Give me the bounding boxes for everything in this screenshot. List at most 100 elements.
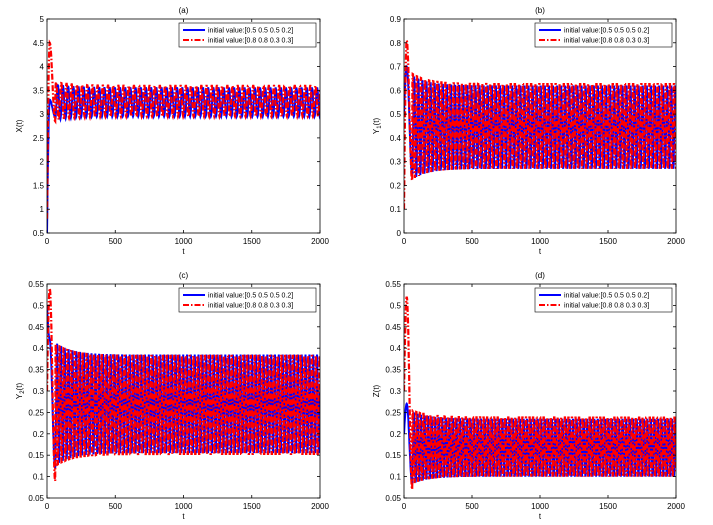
legend-box <box>534 22 673 48</box>
y-axis-label-main: Y <box>372 128 381 134</box>
y-tick-label: 0.4 <box>33 344 45 353</box>
legend-label-1: initial value:[0.5 0.5 0.5 0.2] <box>564 28 649 35</box>
y-tick-label: 0.1 <box>390 473 402 482</box>
legend: initial value:[0.5 0.5 0.5 0.2] initial v… <box>178 287 317 313</box>
x-tick-label: 1000 <box>531 237 549 246</box>
y-tick-label: 0.4 <box>390 134 402 143</box>
y-tick-label: 0.25 <box>385 408 401 417</box>
y-tick-label: 0.55 <box>28 280 44 289</box>
chart-panel-4: 0 500 1000 1500 2000 0.05 0.1 0.15 0.2 0.25 0.3 0.3… <box>372 271 685 521</box>
x-tick-label: 0 <box>402 237 407 246</box>
x-tick-label: 1000 <box>531 502 549 511</box>
series-line-2 <box>47 288 320 482</box>
y-tick-label: 0.45 <box>385 323 401 332</box>
x-tick-label: 1000 <box>175 237 193 246</box>
series-line-2 <box>404 40 676 210</box>
y-tick-label: 0 <box>397 229 402 238</box>
y-tick-label: 0.4 <box>390 344 402 353</box>
x-axis-label: t <box>182 512 185 521</box>
legend-label-2: initial value:[0.8 0.8 0.3 0.3] <box>208 303 293 310</box>
y-tick-label: 4.5 <box>33 39 45 48</box>
y-tick-label: 3 <box>40 110 45 119</box>
x-tick-label: 1000 <box>175 502 193 511</box>
x-tick-label: 1500 <box>599 502 617 511</box>
y-axis-label-main: Y <box>15 393 24 399</box>
x-tick-label: 1500 <box>243 237 261 246</box>
y-axis-label-tail: (t) <box>15 383 24 391</box>
legend: initial value:[0.5 0.5 0.5 0.2] initial v… <box>534 22 673 48</box>
y-tick-label: 5 <box>40 15 45 24</box>
x-tick-label: 500 <box>109 502 123 511</box>
y-tick-label: 4 <box>40 63 45 72</box>
y-tick-label: 0.35 <box>28 366 44 375</box>
series-line-1 <box>47 305 320 469</box>
y-axis-label: X(t) <box>15 119 24 132</box>
legend-label-2: initial value:[0.8 0.8 0.3 0.3] <box>564 303 649 310</box>
y-tick-label: 0.35 <box>385 366 401 375</box>
x-tick-label: 500 <box>465 237 479 246</box>
legend: initial value:[0.5 0.5 0.5 0.2] initial v… <box>534 287 673 313</box>
y-axis-label-tail: (t) <box>372 118 381 126</box>
x-tick-label: 1500 <box>599 237 617 246</box>
y-tick-label: 0.8 <box>390 39 402 48</box>
chart-title: (d) <box>535 271 545 280</box>
y-tick-label: 0.7 <box>390 63 402 72</box>
y-axis-label: Z(t) <box>372 384 381 397</box>
y-axis-label: Y1(t) <box>372 118 383 135</box>
x-tick-label: 0 <box>45 502 50 511</box>
x-tick-label: 0 <box>45 237 50 246</box>
y-tick-label: 0.2 <box>33 430 45 439</box>
y-tick-label: 0.05 <box>28 494 44 503</box>
y-tick-label: 0.5 <box>33 301 45 310</box>
x-axis-label: t <box>539 247 542 256</box>
y-tick-label: 0.2 <box>390 430 402 439</box>
legend-box <box>178 287 317 313</box>
x-tick-label: 2000 <box>311 237 329 246</box>
y-tick-label: 0.55 <box>385 280 401 289</box>
y-tick-label: 0.45 <box>28 323 44 332</box>
y-tick-label: 3.5 <box>33 86 45 95</box>
y-tick-label: 0.15 <box>385 451 401 460</box>
y-tick-label: 0.1 <box>33 473 45 482</box>
y-tick-label: 1 <box>40 205 45 214</box>
x-tick-label: 500 <box>109 237 123 246</box>
x-tick-label: 2000 <box>667 502 685 511</box>
y-tick-label: 0.5 <box>390 301 402 310</box>
y-axis-label-sub: 1 <box>377 125 383 129</box>
x-tick-label: 2000 <box>311 502 329 511</box>
y-tick-label: 0.9 <box>390 15 402 24</box>
y-tick-label: 0.05 <box>385 494 401 503</box>
chart-title: (c) <box>179 271 189 280</box>
plot-area <box>47 19 320 233</box>
y-tick-label: 0.6 <box>390 86 402 95</box>
legend-label-2: initial value:[0.8 0.8 0.3 0.3] <box>564 38 649 45</box>
legend-box <box>534 287 673 313</box>
legend-label-1: initial value:[0.5 0.5 0.5 0.2] <box>564 293 649 300</box>
x-tick-label: 2000 <box>667 237 685 246</box>
chart-title: (a) <box>179 6 189 15</box>
y-axis-label-sub: 2 <box>20 390 26 394</box>
y-tick-label: 1.5 <box>33 181 45 190</box>
chart-panel-2: 0 500 1000 1500 2000 0 0.1 0.2 0.3 0.4 0.5 0.6 0.7 0.… <box>372 6 685 256</box>
legend-label-1: initial value:[0.5 0.5 0.5 0.2] <box>208 293 293 300</box>
x-axis-label: t <box>539 512 542 521</box>
chart-panel-1: 0 500 1000 1500 2000 0.5 1 1.5 2 2.5 3 3.5 4 4.5 5 (a) t… <box>15 6 329 256</box>
x-tick-label: 500 <box>465 502 479 511</box>
y-tick-label: 2.5 <box>33 134 45 143</box>
x-tick-label: 1500 <box>243 502 261 511</box>
y-tick-label: 0.5 <box>33 229 45 238</box>
y-tick-label: 2 <box>40 158 45 167</box>
chart-title: (b) <box>535 6 545 15</box>
series-line-1 <box>404 64 676 177</box>
y-tick-label: 0.25 <box>28 408 44 417</box>
legend: initial value:[0.5 0.5 0.5 0.2] initial v… <box>178 22 317 48</box>
y-tick-label: 0.2 <box>390 181 402 190</box>
series-line-1 <box>47 83 320 233</box>
legend-label-2: initial value:[0.8 0.8 0.3 0.3] <box>208 38 293 45</box>
y-tick-label: 0.3 <box>390 387 402 396</box>
legend-box <box>178 22 317 48</box>
legend-label-1: initial value:[0.5 0.5 0.5 0.2] <box>208 28 293 35</box>
y-axis-label: Y2(t) <box>15 383 26 400</box>
y-tick-label: 0.5 <box>390 110 402 119</box>
